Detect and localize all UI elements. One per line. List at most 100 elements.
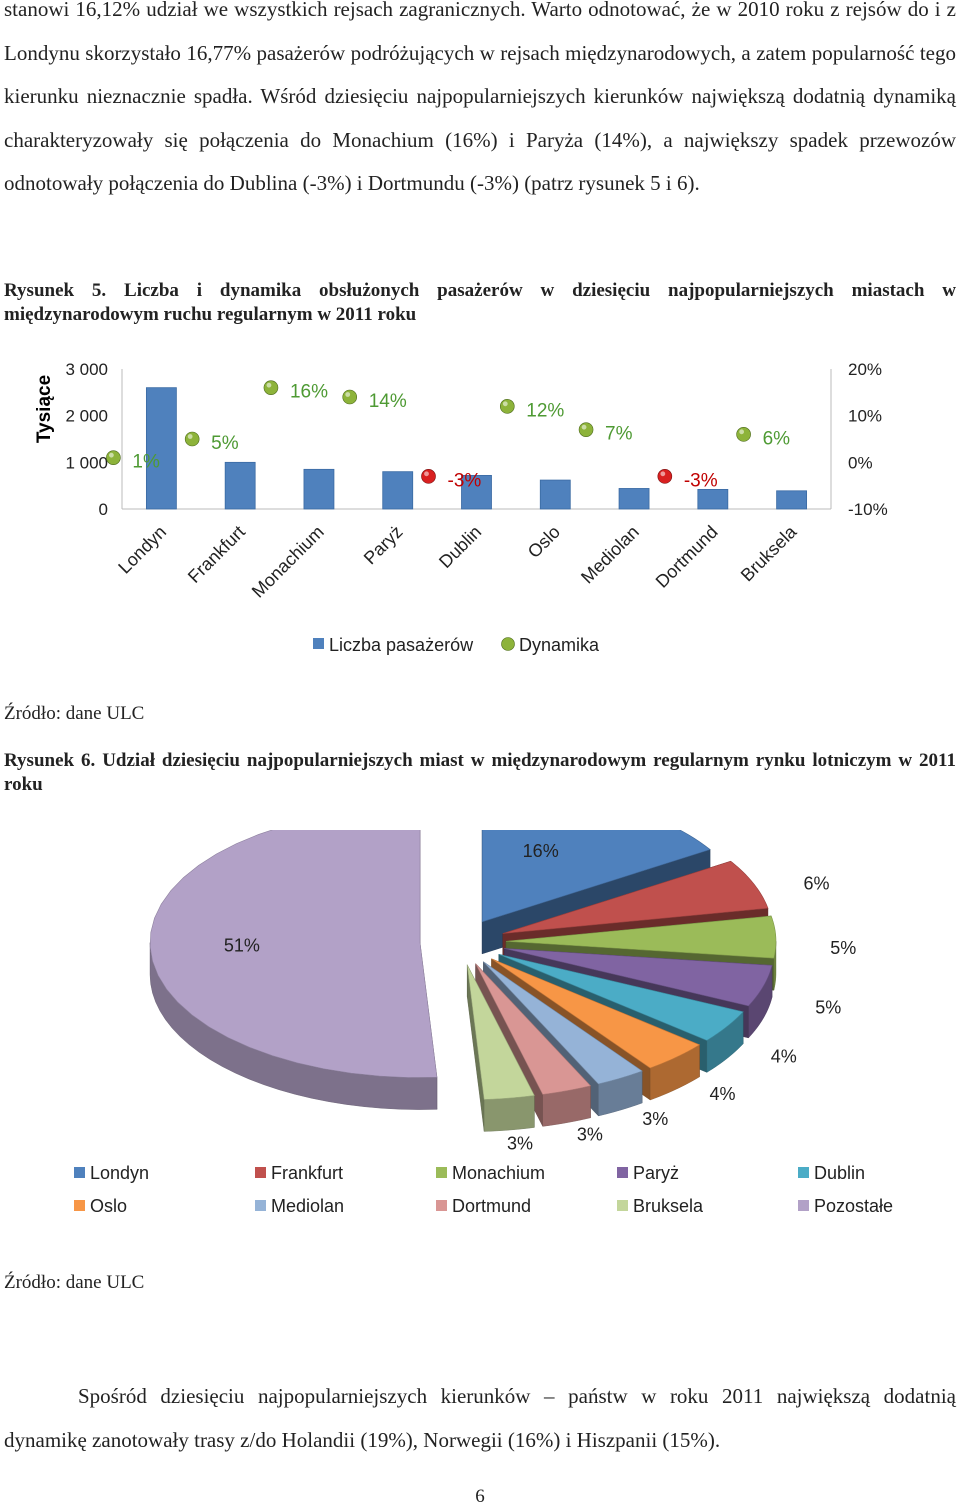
legend-label-bars: Liczba pasażerów — [329, 635, 474, 655]
legend-label: Bruksela — [633, 1196, 704, 1216]
bar — [224, 461, 256, 510]
pie-chart-legend: Londyn Frankfurt Monachium Paryż Dublin Oslo M… — [74, 1163, 893, 1216]
pie-slice-side — [483, 1095, 535, 1132]
legend-label: Dortmund — [452, 1196, 531, 1216]
legend-label: Oslo — [90, 1196, 127, 1216]
pie-chart: 16% 6% 5% 5% 4% 4% 3% 3% 3% 51% Londyn Frankfurt Mo… — [74, 830, 893, 1216]
dynamics-marker-highlight — [345, 392, 351, 397]
dynamics-marker — [263, 380, 279, 395]
bar — [303, 468, 335, 510]
bar — [618, 488, 650, 510]
dynamics-label: 5% — [211, 433, 239, 454]
dynamics-marker-highlight — [660, 471, 666, 477]
legend-swatch — [617, 1167, 628, 1178]
pie-slice — [483, 961, 643, 1085]
legend-swatch — [74, 1167, 85, 1178]
y2-tick-label: 0% — [848, 453, 873, 472]
dynamics-label: 16% — [290, 382, 328, 403]
y-tick-label: 3 000 — [65, 360, 108, 379]
dynamics-label: 12% — [526, 400, 564, 421]
pie-slice — [466, 964, 535, 1100]
page-number: 6 — [475, 1486, 485, 1507]
bar — [461, 474, 492, 510]
y2-tick-label: 20% — [848, 360, 882, 379]
dynamics-label: -3% — [684, 470, 718, 491]
pie-slice — [149, 830, 438, 1078]
pie-value-label: 5% — [815, 997, 841, 1017]
y-axis-label: Tysiące — [34, 375, 55, 443]
dynamics-marker-highlight — [187, 434, 193, 439]
bar-chart: Tysiące 0 1 000 2 000 3 000 -10% 0% 10% 20% 1% 5… — [34, 360, 888, 655]
legend-swatch — [74, 1200, 85, 1211]
legend-swatch — [436, 1167, 447, 1178]
closing-paragraph: Spośród dziesięciu najpopularniejszych k… — [4, 1384, 956, 1452]
pie-value-label: 4% — [710, 1084, 736, 1104]
dynamics-marker — [736, 427, 751, 442]
pie-value-label: 4% — [771, 1047, 797, 1067]
category-label: Paryż — [360, 522, 407, 569]
pie-value-label: 16% — [523, 841, 559, 861]
pie-slice — [504, 948, 773, 1007]
legend-swatch-markers — [501, 637, 515, 651]
y2-tick-label: -10% — [848, 500, 888, 519]
dynamics-marker — [657, 469, 673, 484]
dynamics-label: 14% — [369, 391, 407, 412]
dynamics-marker-highlight — [108, 452, 114, 458]
legend-label: Dublin — [814, 1163, 865, 1183]
legend-swatch-bars — [313, 638, 324, 649]
legend-label: Monachium — [452, 1163, 545, 1183]
bar — [776, 490, 808, 510]
legend-label: Pozostałe — [814, 1196, 893, 1216]
dynamics-marker — [421, 469, 436, 484]
pie-slice — [475, 963, 592, 1095]
pie-value-label: 3% — [642, 1109, 668, 1129]
dynamics-marker — [342, 389, 358, 405]
y-tick-label: 0 — [99, 500, 108, 519]
legend-label: Londyn — [90, 1163, 149, 1183]
dynamics-marker — [499, 399, 515, 414]
dynamics-label: -3% — [448, 470, 482, 491]
figure6-caption: Rysunek 6. Udział dziesięciu najpopularn… — [4, 749, 956, 797]
figure5-caption-text: Liczba i dynamika obsłużonych pasażerów … — [4, 280, 956, 325]
pie-slice — [498, 954, 744, 1041]
figure6-caption-text: Udział dziesięciu najpopularniejszych mi… — [4, 750, 957, 795]
bar — [145, 387, 177, 510]
dynamics-marker — [106, 450, 121, 465]
dynamics-marker-highlight — [424, 471, 429, 477]
category-label: Dublin — [435, 522, 485, 572]
legend-label: Paryż — [633, 1163, 679, 1183]
category-label: Dortmund — [652, 522, 722, 592]
figure5-source: Źródło: dane ULC — [4, 703, 145, 724]
bar-chart-legend: Liczba pasażerów Dynamika — [313, 635, 600, 655]
dynamics-marker — [578, 422, 594, 437]
category-label: Oslo — [524, 522, 564, 562]
pie-value-label: 6% — [804, 873, 830, 893]
pie-slice — [491, 958, 701, 1069]
dynamics-marker-highlight — [502, 401, 508, 407]
pie-value-label: 51% — [224, 935, 260, 955]
category-label: Mediolan — [577, 522, 643, 588]
legend-label: Frankfurt — [271, 1163, 343, 1183]
intro-paragraph: stanowi 16,12% udział we wszystkich rejs… — [4, 0, 956, 196]
legend-label: Mediolan — [271, 1196, 344, 1216]
bar — [382, 471, 414, 510]
dynamics-label: 6% — [763, 428, 791, 449]
dynamics-marker-highlight — [739, 429, 745, 435]
y-tick-label: 1 000 — [65, 453, 108, 472]
legend-swatch — [436, 1200, 447, 1211]
pie-slice — [481, 830, 711, 923]
dynamics-marker — [184, 431, 200, 447]
figure5-label: Rysunek 5. — [4, 280, 107, 301]
dynamics-label: 1% — [132, 452, 160, 473]
figure5-caption: Rysunek 5. Liczba i dynamika obsłużonych… — [4, 279, 956, 327]
pie-value-label: 3% — [507, 1133, 533, 1153]
pie-value-label: 3% — [577, 1124, 603, 1144]
legend-label-markers: Dynamika — [519, 635, 600, 655]
legend-swatch — [255, 1200, 266, 1211]
pie-slice — [505, 915, 777, 959]
legend-swatch — [255, 1167, 266, 1178]
bar — [539, 479, 571, 510]
legend-swatch — [798, 1167, 809, 1178]
category-label: Londyn — [114, 522, 170, 578]
legend-swatch — [798, 1200, 809, 1211]
